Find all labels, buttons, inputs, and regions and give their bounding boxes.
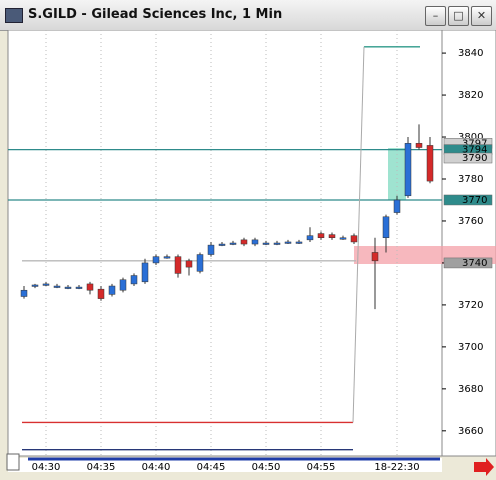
price-tag-label: 3797 — [462, 138, 487, 149]
y-tick-label: 3780 — [458, 174, 483, 185]
connector-line — [352, 46, 365, 423]
price-tag-label: 3770 — [462, 195, 487, 206]
price-tag-label: 3790 — [462, 153, 487, 164]
y-tick-label: 3700 — [458, 342, 483, 353]
x-tick-label: 04:30 — [32, 462, 61, 473]
plot-area — [7, 30, 443, 457]
candle-body — [86, 283, 94, 291]
app-icon — [5, 8, 23, 23]
price-axis — [441, 30, 496, 457]
candle-body — [163, 256, 171, 259]
candle-body — [64, 286, 72, 289]
candle-body — [42, 283, 50, 286]
candle-body — [229, 242, 237, 245]
maximize-button[interactable]: □ — [448, 6, 469, 26]
candle-body — [174, 256, 182, 274]
time-axis — [8, 458, 442, 472]
candle-body — [53, 285, 61, 288]
y-tick-label: 3800 — [458, 132, 483, 143]
title-bar: S.GILD - Gilead Sciences Inc, 1 Min – □ … — [0, 0, 496, 31]
price-tag-label: 3794 — [462, 145, 487, 156]
y-tick-label: 3760 — [458, 216, 483, 227]
candle-body — [306, 235, 314, 241]
candle-body — [350, 235, 358, 243]
scroll-box[interactable] — [6, 453, 20, 471]
candle-body — [371, 252, 379, 262]
candle-body — [426, 145, 434, 182]
candle-body — [240, 239, 248, 245]
chart: 04:30 04:35 04:40 04:45 04:50 04:55 18-22:30 36… — [6, 30, 496, 476]
price-tag — [443, 194, 493, 206]
candle-body — [185, 260, 193, 268]
x-tick-label: 04:35 — [87, 462, 116, 473]
candle-body — [207, 244, 215, 255]
candle-body — [141, 262, 149, 283]
candle-body — [415, 143, 423, 148]
minimize-button[interactable]: – — [425, 6, 446, 26]
x-tick-label: 18-22:30 — [374, 462, 419, 473]
y-tick-label: 3820 — [458, 90, 483, 101]
candle-body — [130, 275, 138, 285]
candle-body — [20, 289, 28, 297]
x-tick-label: 04:55 — [307, 462, 336, 473]
price-tag — [443, 257, 493, 269]
window-title: S.GILD - Gilead Sciences Inc, 1 Min — [28, 7, 283, 22]
candle-body — [251, 239, 259, 245]
x-tick-label: 04:40 — [142, 462, 171, 473]
close-button[interactable]: ✕ — [471, 6, 492, 26]
price-tag-label: 3740 — [462, 258, 487, 269]
candle-body — [284, 241, 292, 244]
scroll-arrow[interactable] — [474, 458, 494, 476]
y-tick-label: 3660 — [458, 426, 483, 437]
candle-body — [196, 254, 204, 272]
candle-body — [31, 284, 39, 287]
y-tick-label: 3720 — [458, 300, 483, 311]
candle-body — [97, 288, 105, 299]
candle-body — [152, 256, 160, 264]
candle-body — [295, 241, 303, 244]
candle-body — [108, 285, 116, 295]
candle-body — [273, 242, 281, 245]
candle-body — [404, 143, 412, 197]
y-tick-label: 3840 — [458, 48, 483, 59]
candle-body — [328, 234, 336, 239]
candle-body — [119, 279, 127, 291]
candle-body — [393, 199, 401, 213]
candle-body — [218, 243, 226, 246]
y-tick-label: 3680 — [458, 384, 483, 395]
candle-body — [339, 237, 347, 240]
x-tick-label: 04:50 — [252, 462, 281, 473]
price-tag — [443, 152, 493, 164]
candle-body — [382, 216, 390, 239]
x-tick-label: 04:45 — [197, 462, 226, 473]
candle-body — [317, 233, 325, 239]
candle-body — [262, 242, 270, 245]
candle-body — [75, 286, 83, 289]
